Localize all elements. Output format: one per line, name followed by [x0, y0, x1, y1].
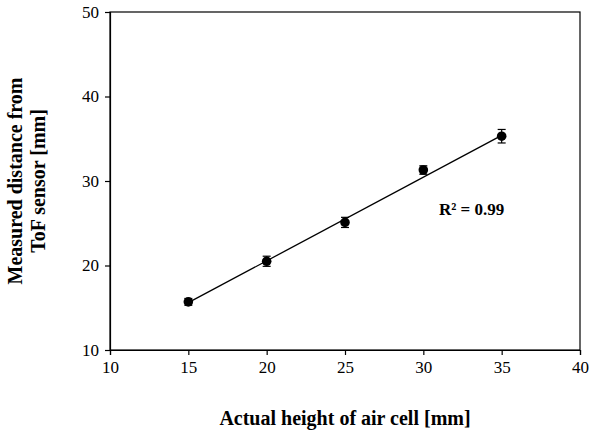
error-bar [419, 166, 427, 174]
tick-label: 10 [102, 358, 119, 377]
tick-label: 30 [82, 172, 99, 191]
tick: 30 [82, 172, 110, 191]
tick: 40 [572, 350, 589, 377]
tick-label: 20 [259, 358, 276, 377]
data-point [184, 297, 194, 307]
annotation: R² = 0.99 [439, 200, 504, 219]
tick-mark [423, 350, 424, 355]
tick: 40 [82, 87, 110, 106]
data-point [497, 131, 507, 141]
tick: 10 [82, 341, 110, 360]
x-axis: 10 15 20 25 30 35 40 [102, 350, 589, 377]
tick: 50 [82, 3, 110, 22]
tick-label: 15 [180, 358, 197, 377]
tick-label: 50 [82, 3, 99, 22]
tick-mark [345, 350, 346, 355]
plot-frame [110, 12, 580, 350]
tick-label: 30 [415, 358, 432, 377]
tick-mark [105, 350, 110, 351]
tick: 20 [259, 350, 276, 377]
data-point [419, 165, 429, 175]
x-axis-title: Actual height of air cell [mm] [219, 407, 470, 430]
plot-area: 10 15 20 25 30 35 40 10 20 30 40 50 R² = 0.99 [82, 3, 589, 377]
tick-mark [105, 12, 110, 13]
tick-mark [105, 96, 110, 97]
tick: 35 [494, 350, 511, 377]
tick-mark [105, 265, 110, 266]
tick-label: 35 [494, 358, 511, 377]
tick: 15 [180, 350, 197, 377]
marks [184, 129, 507, 306]
chart: 10 15 20 25 30 35 40 10 20 30 40 50 R² = 0.99 Actual … [0, 0, 605, 441]
error-cap [498, 129, 506, 130]
tick-label: 40 [572, 358, 589, 377]
tick: 20 [82, 256, 110, 275]
y-axis-title: Measured distance fromToF sensor [mm] [4, 77, 49, 284]
tick-label: 25 [337, 358, 354, 377]
error-cap [498, 142, 506, 143]
tick-mark [105, 181, 110, 182]
tick-label: 10 [82, 341, 99, 360]
tick: 30 [415, 350, 432, 377]
tick-mark [502, 350, 503, 355]
tick-label: 40 [82, 87, 99, 106]
y-axis: 10 20 30 40 50 [82, 3, 111, 360]
tick-mark [188, 350, 189, 355]
fit-line [188, 135, 501, 302]
tick: 10 [102, 350, 119, 377]
tick-mark [580, 350, 581, 355]
tick-label: 20 [82, 256, 99, 275]
tick-mark [267, 350, 268, 355]
axis-line [111, 351, 581, 356]
tick: 25 [337, 350, 354, 377]
